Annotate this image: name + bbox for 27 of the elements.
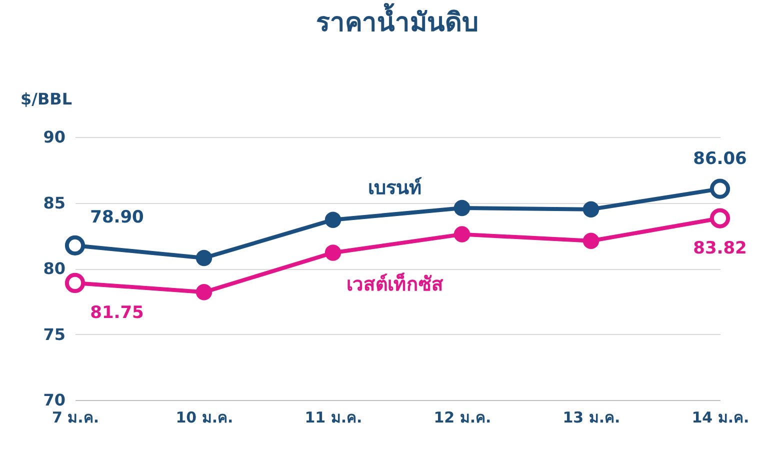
point xyxy=(582,232,600,249)
y-tick-label: 70 xyxy=(43,390,66,410)
y-axis-title: $/BBL xyxy=(20,90,72,108)
point xyxy=(324,244,342,261)
annotation: 81.75 xyxy=(90,302,144,323)
series-label: เบรนท์ xyxy=(368,176,422,199)
x-tick-label: 12 ม.ค. xyxy=(434,408,492,426)
x-tick-label: 11 ม.ค. xyxy=(304,408,362,426)
series-label: เวสต์เท็กซัส xyxy=(346,272,444,296)
annotation: 78.90 xyxy=(90,207,144,228)
y-tick-label: 80 xyxy=(43,259,66,278)
point xyxy=(196,284,212,300)
x-tick-label: 13 ม.ค. xyxy=(562,408,620,426)
data-label: 86.06 xyxy=(693,148,747,169)
point xyxy=(454,226,470,242)
x-tick-label: 7 ม.ค. xyxy=(52,408,100,426)
x-tick-label: 10 ม.ค. xyxy=(176,408,234,426)
point xyxy=(196,250,212,266)
data-label: 83.82 xyxy=(693,238,747,258)
point xyxy=(324,212,342,228)
y-tick-label: 75 xyxy=(43,324,66,344)
x-tick-label: 14 ม.ค. xyxy=(692,408,750,426)
chart-title: ราคาน้ำมันดิบ xyxy=(316,2,479,38)
point xyxy=(582,201,600,218)
y-tick-label: 85 xyxy=(43,193,66,212)
point xyxy=(454,200,470,216)
y-tick-label: 90 xyxy=(43,128,66,146)
